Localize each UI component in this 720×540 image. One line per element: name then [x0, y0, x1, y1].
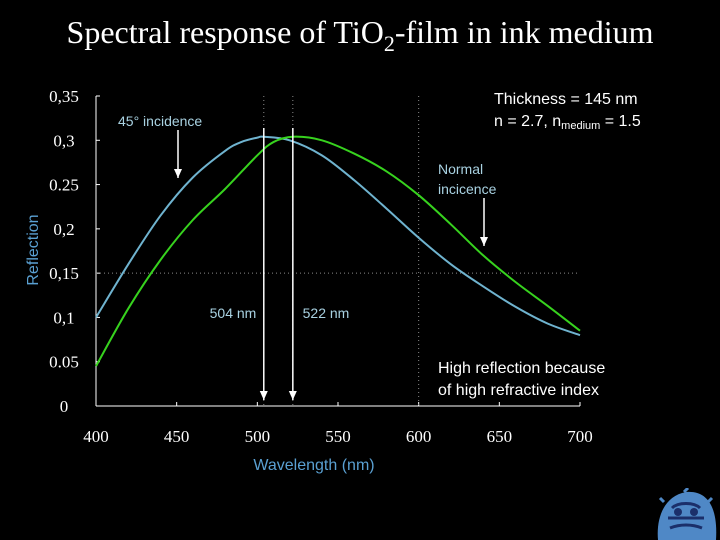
x-tick-label: 600	[406, 427, 432, 446]
x-tick-label: 450	[164, 427, 190, 446]
x-axis-title: Wavelength (nm)	[253, 457, 374, 474]
arrow-504nm-head	[259, 391, 268, 400]
y-tick-label: 0,1	[53, 308, 74, 327]
arrow-45-incidence-head	[174, 169, 182, 178]
annotation-nm522: 522 nm	[303, 305, 350, 321]
title-text-suffix: -film in ink medium	[394, 14, 654, 50]
y-tick-label: 0,2	[53, 220, 74, 239]
annotation-normal2: incicence	[438, 181, 497, 197]
x-tick-label: 550	[325, 427, 351, 446]
title-text-o: O	[360, 14, 384, 50]
refractive-index-note: n = 2.7, nmedium = 1.5	[494, 111, 641, 137]
y-axis-title: Reflection	[25, 214, 42, 285]
y-tick-label: 0	[60, 397, 69, 416]
series-line-normal	[95, 135, 581, 367]
y-tick-label: 0.25	[49, 176, 79, 195]
y-tick-label: 0,15	[49, 264, 79, 283]
arrow-522nm-head	[288, 391, 297, 400]
high-reflection-note-line2: of high refractive index	[438, 382, 599, 399]
series-line-incidence_45	[95, 135, 581, 337]
annotation-nm504: 504 nm	[210, 305, 257, 321]
y-tick-label: 0,35	[49, 87, 79, 106]
x-tick-label: 700	[567, 427, 593, 446]
annotation-arrows	[174, 128, 488, 400]
annotation-labels: 45° incidence Normal incicence 504 nm 522 nm	[118, 113, 497, 321]
x-tick-label: 650	[487, 427, 513, 446]
y-tick-label: 0.05	[49, 353, 79, 372]
tick-labels: 400 450 500 550 600 650 700 0 0.05 0,1 0,15 0,2 0.25…	[49, 87, 593, 446]
annotation-incidence45: 45° incidence	[118, 113, 202, 129]
title-subscript-2: 2	[383, 31, 395, 56]
n-note-subscript: medium	[561, 120, 601, 132]
title-text-prefix: Spectral response of Ti	[66, 14, 361, 50]
reference-lines	[96, 96, 580, 406]
n-note-part-a: n = 2.7, n	[494, 113, 562, 130]
slide-title: Spectral response of TiO2-film in ink me…	[0, 14, 720, 57]
series-lines	[95, 135, 581, 367]
thickness-note: Thickness = 145 nm	[494, 91, 638, 108]
university-seal-logo	[657, 488, 717, 540]
x-tick-label: 400	[83, 427, 109, 446]
n-note-part-b: = 1.5	[600, 113, 641, 130]
high-reflection-note-line1: High reflection because	[438, 360, 606, 377]
chart-axes	[95, 95, 581, 407]
annotation-normal1: Normal	[438, 161, 483, 177]
arrow-normal-incidence-head	[480, 237, 488, 246]
y-tick-label: 0,3	[53, 131, 74, 150]
x-tick-label: 500	[245, 427, 271, 446]
